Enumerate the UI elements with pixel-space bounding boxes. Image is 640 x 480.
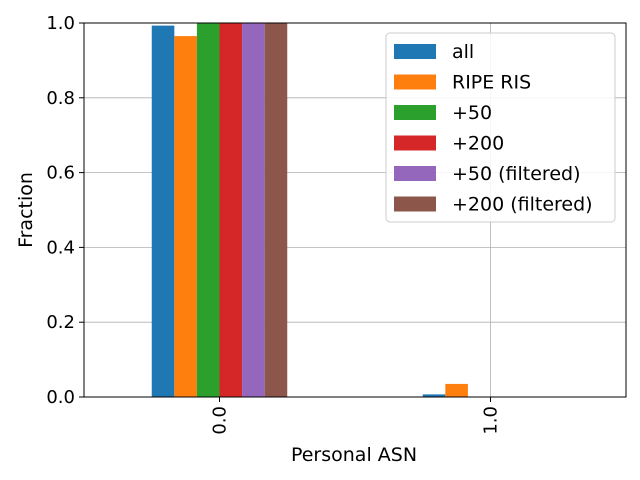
bar [242,23,265,397]
legend-label: RIPE RIS [452,72,531,94]
bar [422,394,446,397]
legend-box [385,32,616,223]
bar [219,23,243,397]
legend-label: +200 [452,133,504,155]
legend-swatch [394,135,436,151]
bar [196,23,220,397]
axes [79,22,627,402]
bar [264,23,288,397]
legend-swatch [394,196,436,212]
legend-swatch [394,74,436,90]
y-tick-label: 1.0 [46,13,75,34]
legend-label: +200 (filtered) [452,194,593,216]
y-tick-label: 0.6 [46,163,75,184]
legend-swatch [394,44,436,59]
bars [151,23,468,398]
y-axis-label: Fraction [15,172,37,248]
y-tick-label: 0.2 [46,312,75,333]
x-axis-label: Personal ASN [291,444,417,466]
plot-frame [83,22,627,398]
bar [174,36,197,398]
y-tick-label: 0.0 [46,387,75,408]
legend-label: +50 [452,102,492,124]
bar [151,25,175,397]
x-tick-label: 0.0 [210,406,231,435]
legend-label: all [452,41,474,63]
legend: all RIPE RIS +50 +200 +50 (filtered) +200 (fi… [385,32,616,223]
legend-label: +50 (filtered) [452,163,581,185]
legend-swatch [394,166,436,181]
tick-labels: 0.0 0.2 0.4 0.6 0.8 1.0 0.0 1.0 [46,13,501,435]
y-tick-label: 0.8 [46,88,75,109]
legend-swatch [394,105,436,120]
x-tick-label: 1.0 [481,406,502,435]
y-tick-label: 0.4 [46,237,75,258]
bar [445,383,468,397]
